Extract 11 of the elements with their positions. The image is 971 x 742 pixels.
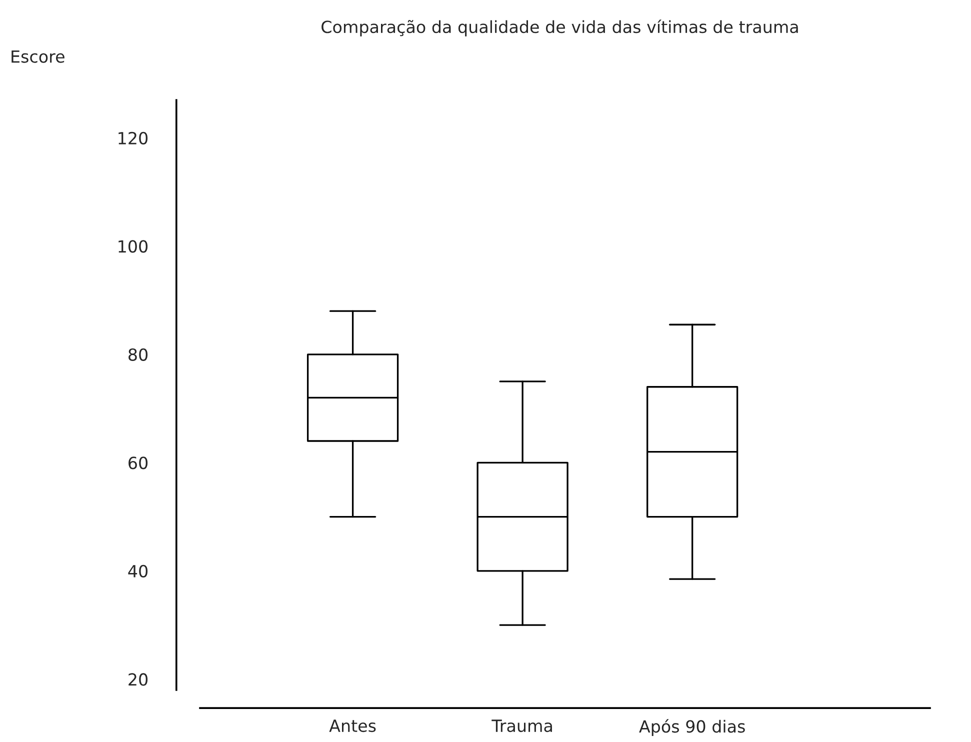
x-tick-label: Trauma bbox=[492, 720, 552, 732]
y-tick-label: 100 bbox=[118, 240, 148, 253]
x-tick-label: Após 90 dias bbox=[639, 719, 745, 736]
y-tick-label: 40 bbox=[128, 564, 148, 578]
y-tick-label: 60 bbox=[128, 456, 148, 470]
y-tick-label: 120 bbox=[118, 132, 148, 144]
y-axis-title: Escore bbox=[12, 50, 64, 63]
y-tick-label: 80 bbox=[128, 348, 148, 361]
y-tick-label: 20 bbox=[128, 673, 148, 686]
x-tick-label: Antes bbox=[329, 720, 376, 732]
chart-title: Comparação da qualidade de vida das vítimas de trauma bbox=[322, 20, 798, 36]
